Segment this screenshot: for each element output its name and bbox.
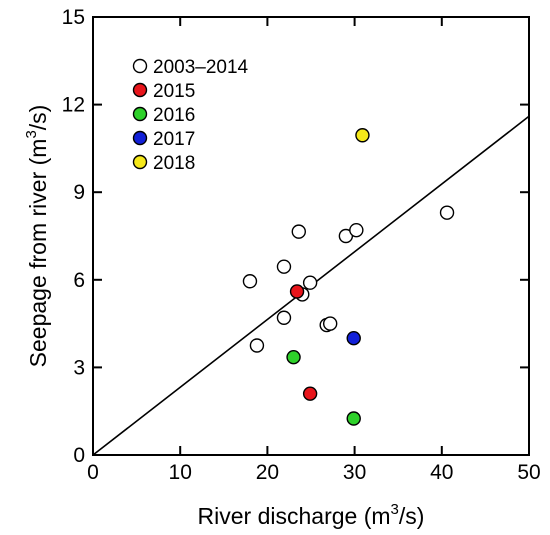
legend: 2003–2014 2015 2016 2017 2018 — [132, 57, 249, 174]
legend-label: 2003–2014 — [153, 57, 249, 78]
data-point — [286, 349, 301, 365]
data-point — [302, 275, 318, 290]
legend-label: 2016 — [153, 105, 195, 126]
x-tick-label: 50 — [517, 461, 540, 484]
x-axis-title: River discharge (m3/s) — [198, 501, 425, 529]
legend-marker — [132, 82, 148, 98]
data-point — [322, 316, 338, 331]
data-point — [276, 310, 292, 325]
data-point — [249, 338, 265, 353]
y-tick-label: 0 — [73, 444, 85, 467]
legend-marker — [132, 106, 148, 122]
data-point — [289, 284, 305, 299]
data-points — [242, 128, 455, 426]
x-axis-title-main: River discharge (m — [198, 503, 391, 529]
x-tick-label: 20 — [256, 461, 279, 484]
plot-frame — [92, 16, 530, 456]
x-tick-label: 10 — [169, 461, 192, 484]
y-axis-title-superscript: 3 — [23, 130, 40, 138]
y-axis-title: Seepage from river (m3/s) — [23, 105, 51, 368]
x-tick-label: 0 — [87, 461, 99, 484]
legend-marker — [132, 154, 148, 170]
y-tick-label: 9 — [73, 181, 85, 204]
data-point — [276, 259, 292, 274]
data-point — [346, 411, 361, 426]
data-point — [302, 386, 318, 401]
y-tick-label: 12 — [62, 94, 85, 117]
y-axis-title-tail: /s) — [25, 105, 51, 131]
legend-label: 2015 — [153, 81, 195, 102]
y-tick-label: 15 — [62, 6, 85, 29]
x-axis-title-superscript: 3 — [391, 501, 399, 518]
y-axis-title-main: Seepage from river (m — [25, 139, 51, 368]
data-point — [346, 331, 361, 346]
data-point — [355, 128, 370, 143]
data-point — [439, 205, 455, 220]
x-tick-label: 30 — [343, 461, 366, 484]
x-axis-title-tail: /s) — [399, 503, 425, 529]
legend-label: 2018 — [153, 153, 195, 174]
legend-marker — [132, 58, 148, 74]
legend-label: 2017 — [153, 129, 195, 150]
data-point — [242, 274, 258, 289]
y-tick-label: 3 — [73, 356, 85, 379]
plot-area — [92, 16, 530, 456]
x-tick-label: 40 — [430, 461, 453, 484]
axis-ticks: 0 10 20 30 40 50 0 3 6 9 12 15 — [62, 6, 541, 484]
data-point — [349, 222, 364, 238]
y-tick-label: 6 — [73, 269, 85, 292]
data-point — [291, 224, 306, 239]
legend-marker — [132, 130, 148, 146]
